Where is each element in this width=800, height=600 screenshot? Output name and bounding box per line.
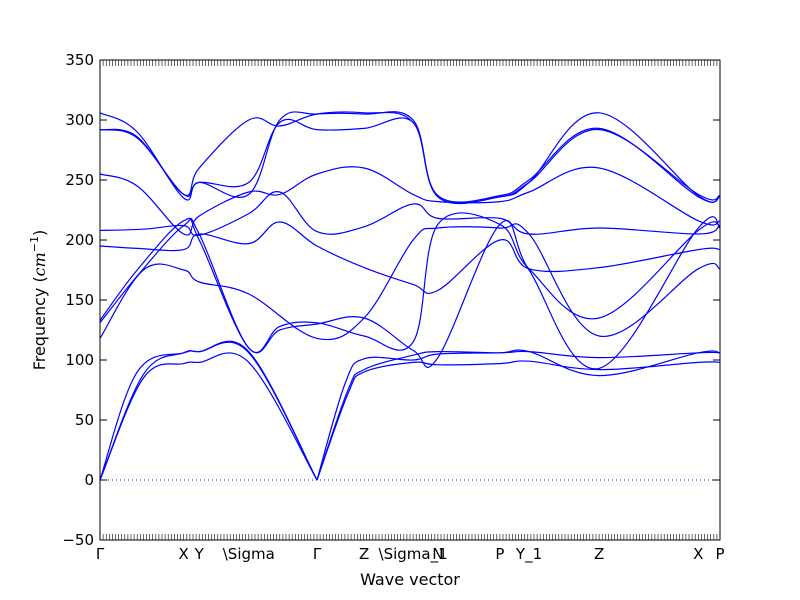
x-tick-label: N xyxy=(432,545,443,563)
y-tick-label: 50 xyxy=(75,411,94,429)
x-tick-label: P xyxy=(495,545,504,563)
band-line-10 xyxy=(99,221,721,295)
band-line-6 xyxy=(316,349,721,481)
x-tick-label: P xyxy=(715,545,724,563)
y-axis-title-exp: −1 xyxy=(28,236,41,252)
y-axis-title: Frequency (cm−1) xyxy=(28,230,49,371)
y-tick-label: 350 xyxy=(65,51,94,69)
band-line-3 xyxy=(99,341,318,481)
y-axis-title-unit: cm xyxy=(30,252,49,276)
band-line-15 xyxy=(99,111,721,203)
x-tick-label: \Sigma_1 xyxy=(379,545,448,564)
x-tick-label: Γ xyxy=(313,545,322,563)
x-tick-label: X xyxy=(179,545,189,563)
band-line-12 xyxy=(99,166,721,236)
band-line-4 xyxy=(316,350,721,481)
band-line-11 xyxy=(99,191,721,237)
y-tick-label: 250 xyxy=(65,171,94,189)
x-axis-title: Wave vector xyxy=(360,570,460,589)
x-tick-label: Z xyxy=(594,545,604,563)
y-tick-label: 300 xyxy=(65,111,94,129)
x-tick-label: Γ xyxy=(96,545,105,563)
band-line-14 xyxy=(99,111,721,205)
band-line-2 xyxy=(99,352,318,481)
x-tick-label: Y xyxy=(194,545,205,563)
y-tick-label: 150 xyxy=(65,291,94,309)
y-tick-label: −50 xyxy=(62,531,94,549)
plot-frame xyxy=(99,59,721,541)
y-axis-title-text: Frequency ( xyxy=(30,276,49,370)
x-tick-label: Y_1 xyxy=(515,545,542,564)
x-tick-label: X xyxy=(693,545,703,563)
y-tick-label: 200 xyxy=(65,231,94,249)
x-tick-label: \Sigma xyxy=(223,545,275,563)
y-axis-title-close: ) xyxy=(30,230,49,236)
band-line-8 xyxy=(99,212,721,354)
y-tick-label: 0 xyxy=(84,471,94,489)
series-layer xyxy=(99,111,721,481)
y-tick-label: 100 xyxy=(65,351,94,369)
band-line-1 xyxy=(99,340,318,481)
band-line-9 xyxy=(99,223,721,341)
band-line-5 xyxy=(316,360,721,481)
x-tick-label: Z xyxy=(359,545,369,563)
band-line-13 xyxy=(99,117,721,204)
